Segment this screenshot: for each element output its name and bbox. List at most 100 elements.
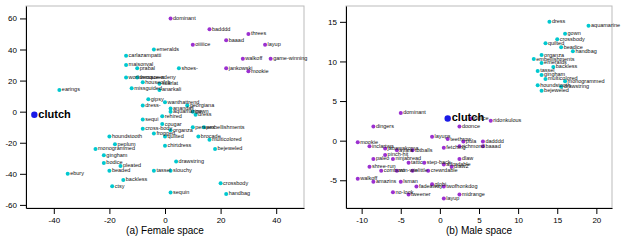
x-tick: -5: [398, 208, 406, 225]
y-tick-label: 60: [8, 14, 17, 23]
point-label: backless: [556, 63, 578, 69]
panel: -40-2002040-60-40-200204060clutchearings…: [5, 6, 307, 236]
point: [207, 27, 211, 31]
point-label: dress: [552, 18, 566, 24]
point-label: gingham: [106, 152, 128, 158]
x-tick-mark: [362, 208, 363, 214]
x-tick-label: -10: [356, 216, 368, 225]
x-tick-mark: [221, 208, 222, 214]
x-tick-label: 0: [438, 216, 443, 225]
y-tick: -5: [330, 176, 346, 185]
point: [263, 43, 267, 47]
x-tick-label: 20: [592, 216, 601, 225]
point-label: rehired: [165, 113, 182, 119]
x-tick-mark: [557, 208, 558, 214]
point-label: slouchy: [173, 167, 192, 173]
y-tick-mark: [20, 50, 26, 51]
point: [559, 45, 563, 49]
point: [540, 61, 544, 65]
point-label: elittle: [415, 167, 428, 173]
y-tick-label: 5: [333, 97, 338, 106]
x-tick: 0: [438, 208, 443, 225]
point: [177, 66, 181, 70]
y-tick-mark: [340, 180, 346, 181]
point: [57, 88, 61, 92]
point-label: anarkali: [162, 86, 181, 92]
point: [536, 69, 540, 73]
point-label: tattic: [411, 159, 423, 165]
x-tick-label: -20: [104, 216, 116, 225]
point: [213, 147, 217, 151]
point: [379, 169, 383, 173]
point: [146, 97, 150, 101]
point-label: gipsy: [151, 96, 164, 102]
point: [399, 111, 403, 115]
point-label: backless: [126, 176, 148, 182]
point-label: sequin: [173, 189, 189, 195]
x-tick-mark: [479, 208, 480, 214]
point-label: globi: [435, 181, 447, 187]
point-label: tassel: [156, 167, 170, 173]
point-label: dlaw: [462, 155, 473, 161]
y-tick: 60: [8, 14, 26, 23]
point: [414, 185, 418, 189]
y-tick: -20: [5, 139, 26, 148]
point: [587, 24, 591, 28]
point: [540, 73, 544, 77]
y-tick-label: -5: [330, 176, 338, 185]
panel: -10-505101520-5051015dressaquamarinegown…: [328, 6, 620, 236]
point: [160, 114, 164, 118]
point-label: twofhonkdog: [446, 183, 477, 189]
point-label: quilted: [548, 40, 564, 46]
point: [124, 63, 128, 67]
y-tick-label: 0: [333, 137, 338, 146]
point-label: badddd: [212, 26, 230, 32]
point-label: scarlat: [162, 80, 179, 86]
point-label: cougar: [165, 121, 182, 127]
y-tick-label: 0: [13, 108, 18, 117]
point-label: amazins: [376, 178, 397, 184]
y-tick-label: -40: [5, 170, 17, 179]
x-tick-label: -40: [49, 216, 61, 225]
x-tick-label: 10: [514, 216, 523, 225]
point: [430, 135, 434, 139]
x-tick-label: 20: [217, 216, 226, 225]
x-tick-mark: [518, 208, 519, 214]
point: [532, 57, 536, 61]
x-axis-title: (a) Female space: [126, 225, 204, 236]
point-label: earings: [62, 86, 80, 92]
point: [246, 32, 250, 36]
point: [544, 41, 548, 45]
point-label: emeralds: [156, 46, 179, 52]
x-axis: -40-2002040: [27, 208, 305, 225]
point-label: layup: [268, 41, 281, 47]
y-tick-label: -60: [5, 201, 17, 210]
point: [102, 161, 106, 165]
point-label: layup: [446, 195, 459, 201]
x-tick: 5: [477, 208, 482, 225]
x-tick: -20: [104, 208, 116, 225]
point-label: handbag: [229, 190, 250, 196]
point-label: drawstring: [179, 158, 204, 164]
point: [174, 159, 178, 163]
point-label: bejeweled: [544, 87, 569, 93]
point-label: sequi: [145, 116, 158, 122]
point-label: dingers: [376, 123, 394, 129]
point: [356, 140, 360, 144]
point-label: crossbody: [223, 180, 248, 186]
point: [241, 57, 245, 61]
point: [442, 146, 446, 150]
point: [371, 157, 375, 161]
point-label: richmond: [462, 143, 485, 149]
point: [391, 157, 395, 161]
x-tick: 15: [553, 208, 562, 225]
point: [107, 135, 111, 139]
point-label: totballs: [415, 147, 433, 153]
y-axis-line: [346, 7, 347, 209]
point: [169, 190, 173, 194]
point: [544, 77, 548, 81]
x-tick-mark: [440, 208, 441, 214]
points: [356, 20, 591, 201]
point-label: multicolored: [212, 136, 242, 142]
point-label: chirtdress: [168, 142, 192, 148]
